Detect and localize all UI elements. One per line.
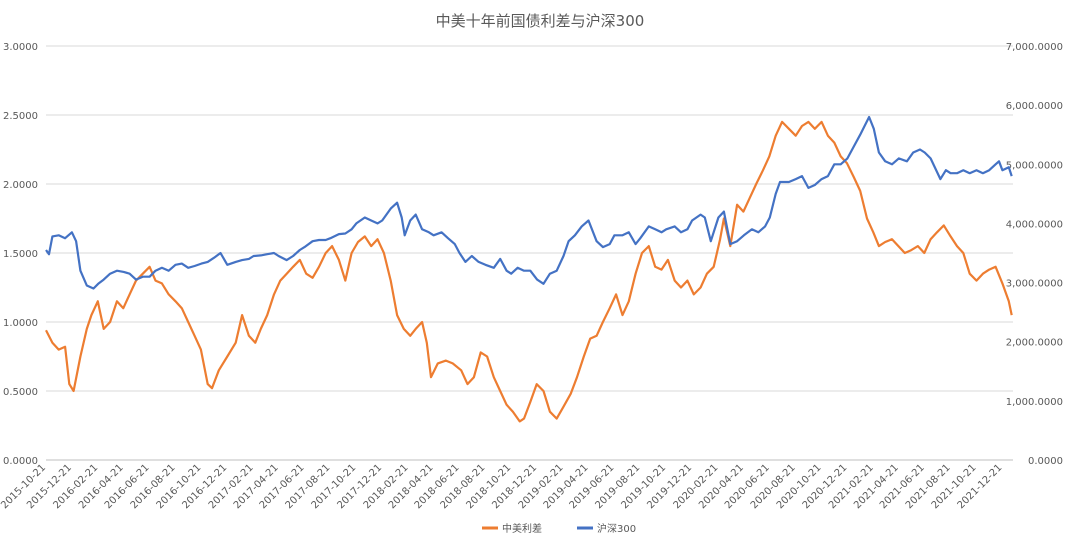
left-tick-label: 1.0000 bbox=[3, 318, 38, 329]
series-layer bbox=[45, 115, 1013, 423]
legend-label: 沪深300 bbox=[597, 522, 636, 535]
left-tick-label: 0.5000 bbox=[3, 387, 38, 398]
left-tick-label: 0.0000 bbox=[3, 456, 38, 467]
series-line-hs300 bbox=[45, 115, 1013, 290]
chart-title: 中美十年前国债利差与沪深300 bbox=[436, 12, 645, 30]
series-line-spread bbox=[45, 120, 1013, 423]
right-axis: 0.0000 1,000.0000 2,000.0000 3,000.0000 4,00… bbox=[1006, 42, 1063, 467]
right-tick-label: 2,000.0000 bbox=[1006, 338, 1063, 349]
legend: 中美利差 沪深300 bbox=[482, 522, 636, 535]
right-tick-label: 1,000.0000 bbox=[1006, 397, 1063, 408]
right-tick-label: 5,000.0000 bbox=[1006, 160, 1063, 171]
left-tick-label: 2.0000 bbox=[3, 180, 38, 191]
right-tick-label: 4,000.0000 bbox=[1006, 219, 1063, 230]
legend-label: 中美利差 bbox=[502, 522, 542, 535]
right-tick-label: 7,000.0000 bbox=[1006, 42, 1063, 53]
gridlines bbox=[46, 45, 1013, 461]
left-tick-label: 1.5000 bbox=[3, 249, 38, 260]
right-tick-label: 0.0000 bbox=[1028, 456, 1063, 467]
left-axis: 0.0000 0.5000 1.0000 1.5000 2.0000 2.5000 3.00… bbox=[3, 42, 38, 467]
left-tick-label: 3.0000 bbox=[3, 42, 38, 53]
right-tick-label: 3,000.0000 bbox=[1006, 279, 1063, 290]
left-tick-label: 2.5000 bbox=[3, 111, 38, 122]
x-axis: 2015-10-212015-12-212016-02-212016-04-21… bbox=[0, 459, 1013, 511]
right-tick-label: 6,000.0000 bbox=[1006, 101, 1063, 112]
